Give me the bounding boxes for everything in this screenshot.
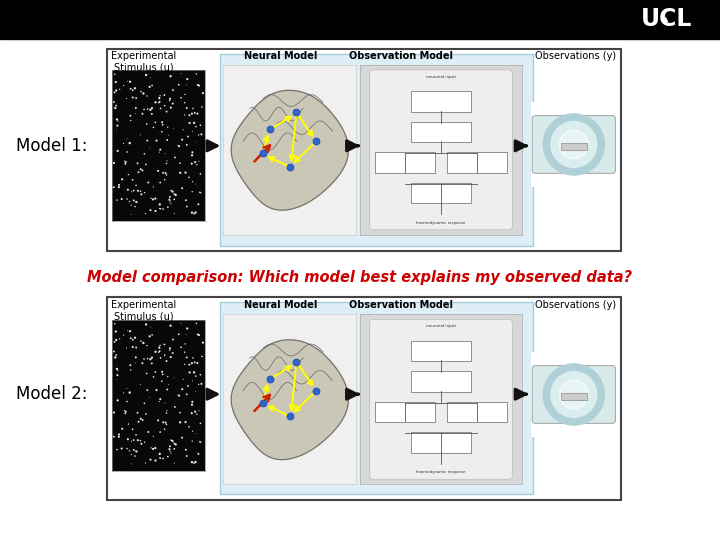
Text: Model 1:: Model 1: bbox=[16, 137, 88, 155]
Text: UCL: UCL bbox=[642, 8, 693, 31]
Text: Neural Model: Neural Model bbox=[244, 51, 318, 62]
Text: ▲: ▲ bbox=[663, 16, 669, 23]
Text: Observations (y): Observations (y) bbox=[536, 300, 616, 310]
Bar bbox=[220, 54, 533, 246]
Text: Observations (y): Observations (y) bbox=[536, 51, 616, 62]
Text: Model comparison: Which model best explains my observed data?: Model comparison: Which model best expla… bbox=[87, 269, 633, 285]
Text: Experimental
Stimulus (u): Experimental Stimulus (u) bbox=[112, 51, 176, 73]
Bar bbox=[0, 0, 720, 39]
Text: Experimental
Stimulus (u): Experimental Stimulus (u) bbox=[112, 300, 176, 321]
Bar bbox=[220, 302, 533, 494]
Bar bbox=[107, 49, 621, 251]
Bar bbox=[107, 297, 621, 500]
Text: Neural Model: Neural Model bbox=[244, 300, 318, 310]
Text: Observation Model: Observation Model bbox=[349, 300, 453, 310]
Text: Model 2:: Model 2: bbox=[16, 385, 88, 403]
Text: Observation Model: Observation Model bbox=[349, 51, 453, 62]
